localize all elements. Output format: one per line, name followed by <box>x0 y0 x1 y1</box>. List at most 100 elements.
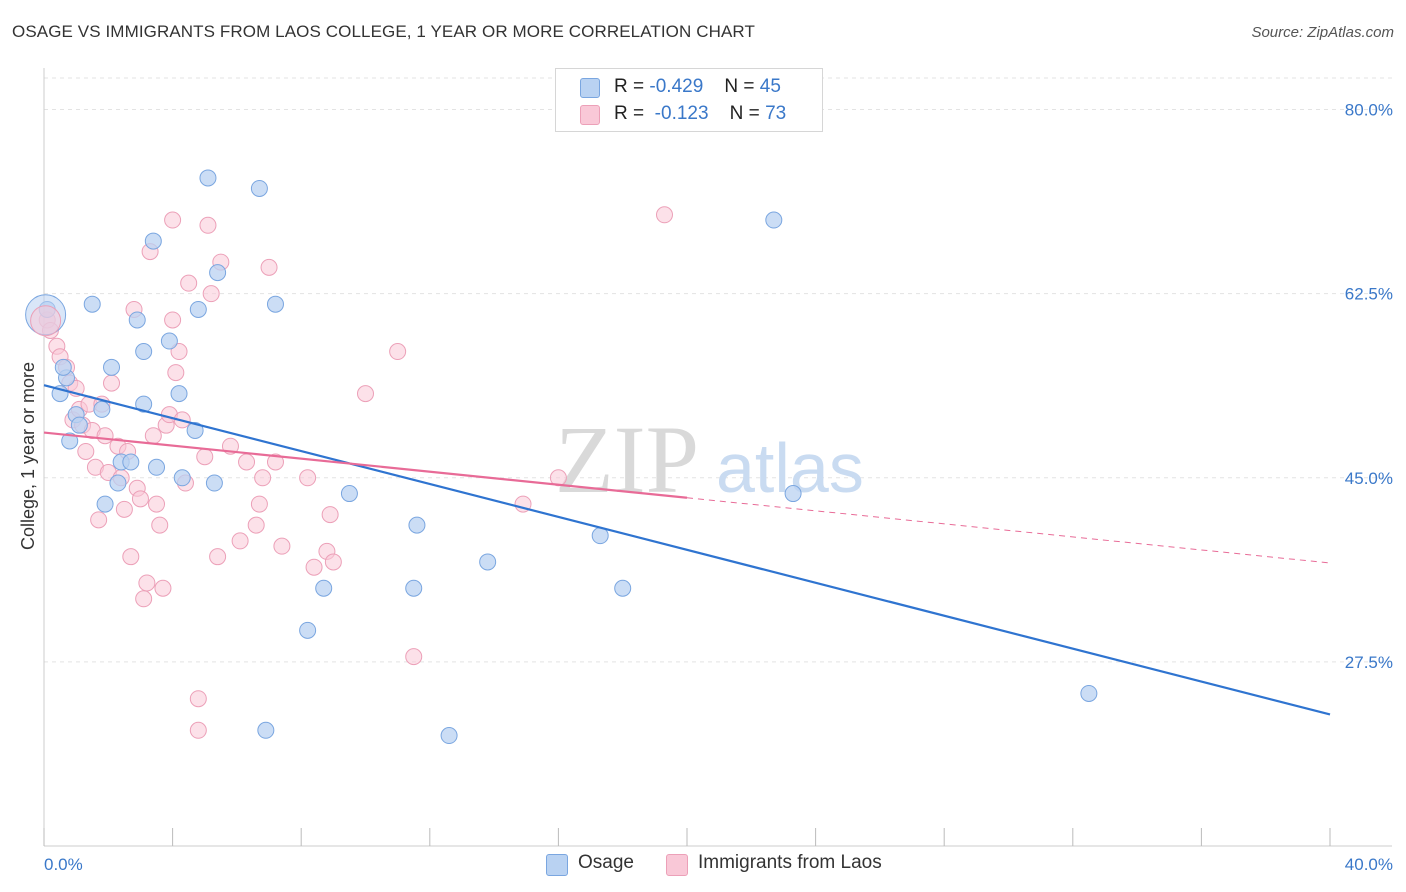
laos-n-label: N = <box>729 103 760 124</box>
laos-point <box>170 343 188 361</box>
tick-labels: 27.5% 45.0% 62.5% 80.0% 0.0% 40.0% <box>44 101 1393 874</box>
osage-r-value: -0.429 <box>649 76 704 97</box>
laos-point <box>238 453 256 471</box>
y-tick-label: 80.0% <box>1345 101 1393 120</box>
osage-point <box>199 169 217 187</box>
trend-lines <box>43 384 1331 716</box>
osage-point <box>148 458 166 476</box>
laos-point <box>189 690 207 708</box>
laos-point <box>655 206 673 224</box>
osage-point <box>408 516 426 534</box>
osage-n-label: N = <box>724 76 755 97</box>
laos-point <box>164 311 182 329</box>
axes <box>43 68 1392 847</box>
osage-point <box>479 553 497 571</box>
laos-point <box>247 516 265 534</box>
laos-n-value: 73 <box>765 103 787 124</box>
laos-point <box>299 469 317 487</box>
y-tick-label: 27.5% <box>1345 653 1393 672</box>
laos-point <box>260 258 278 276</box>
osage-point <box>205 474 223 492</box>
laos-r-label: R = <box>614 103 645 124</box>
laos-point <box>321 506 339 524</box>
osage-point <box>209 264 227 282</box>
osage-point <box>170 385 188 403</box>
laos-point <box>138 574 156 592</box>
osage-point <box>144 232 162 250</box>
osage-point <box>103 358 121 376</box>
osage-point <box>186 421 204 439</box>
laos-point <box>131 490 149 508</box>
y-tick-label: 62.5% <box>1345 285 1393 304</box>
osage-point <box>257 721 275 739</box>
osage-point <box>93 400 111 418</box>
source-label: Source: ZipAtlas.com <box>1251 24 1394 41</box>
osage-point <box>765 211 783 229</box>
laos-r-value: -0.123 <box>654 103 709 124</box>
laos-point <box>266 453 284 471</box>
laos-point <box>115 500 133 518</box>
osage-point <box>96 495 114 513</box>
laos-point <box>202 285 220 303</box>
osage-legend-label: Osage <box>578 852 634 873</box>
osage-point <box>440 727 458 745</box>
osage-legend-swatch-icon <box>546 854 568 876</box>
laos-point <box>180 274 198 292</box>
laos-legend-label: Immigrants from Laos <box>698 852 882 873</box>
osage-point <box>135 395 153 413</box>
y-axis-label: College, 1 year or more <box>18 362 38 550</box>
osage-point <box>70 416 88 434</box>
osage-point <box>173 469 191 487</box>
laos-point <box>324 553 342 571</box>
data-points <box>25 169 1098 745</box>
laos-point <box>250 495 268 513</box>
osage-point <box>266 295 284 313</box>
watermark-zip: ZIP <box>555 406 699 513</box>
laos-point <box>209 548 227 566</box>
laos-point <box>273 537 291 555</box>
laos-point <box>167 364 185 382</box>
laos-point <box>154 579 172 597</box>
watermark: ZIP atlas <box>555 406 864 513</box>
osage-swatch-icon <box>580 78 600 98</box>
osage-point <box>54 358 72 376</box>
laos-point <box>151 516 169 534</box>
osage-point <box>122 453 140 471</box>
osage-point <box>299 621 317 639</box>
osage-point <box>135 343 153 361</box>
laos-point <box>405 648 423 666</box>
osage-trend-line <box>43 384 1331 716</box>
x-tick-label: 40.0% <box>1345 855 1393 874</box>
laos-point <box>389 343 407 361</box>
laos-point-large <box>30 305 62 337</box>
laos-point <box>254 469 272 487</box>
laos-point <box>196 448 214 466</box>
x-tick-label: 0.0% <box>44 855 83 874</box>
osage-point <box>128 311 146 329</box>
osage-point <box>250 179 268 197</box>
laos-swatch-icon <box>580 105 600 125</box>
osage-point <box>61 432 79 450</box>
osage-point <box>189 300 207 318</box>
laos-point <box>144 427 162 445</box>
laos-point <box>148 495 166 513</box>
grid-lines <box>44 77 1392 663</box>
y-tick-label: 45.0% <box>1345 469 1393 488</box>
osage-point <box>340 485 358 503</box>
laos-point <box>96 427 114 445</box>
osage-point <box>109 474 127 492</box>
laos-trend-line <box>43 431 688 499</box>
osage-point <box>784 485 802 503</box>
osage-point <box>315 579 333 597</box>
laos-point <box>90 511 108 529</box>
laos-point <box>103 374 121 392</box>
laos-trend-line <box>686 497 1331 564</box>
osage-point <box>160 332 178 350</box>
laos-point <box>77 442 95 460</box>
osage-point <box>405 579 423 597</box>
chart-title: OSAGE VS IMMIGRANTS FROM LAOS COLLEGE, 1… <box>12 22 755 41</box>
laos-legend-swatch-icon <box>666 854 688 876</box>
laos-point <box>231 532 249 550</box>
osage-r-label: R = <box>614 76 645 97</box>
laos-point <box>135 590 153 608</box>
